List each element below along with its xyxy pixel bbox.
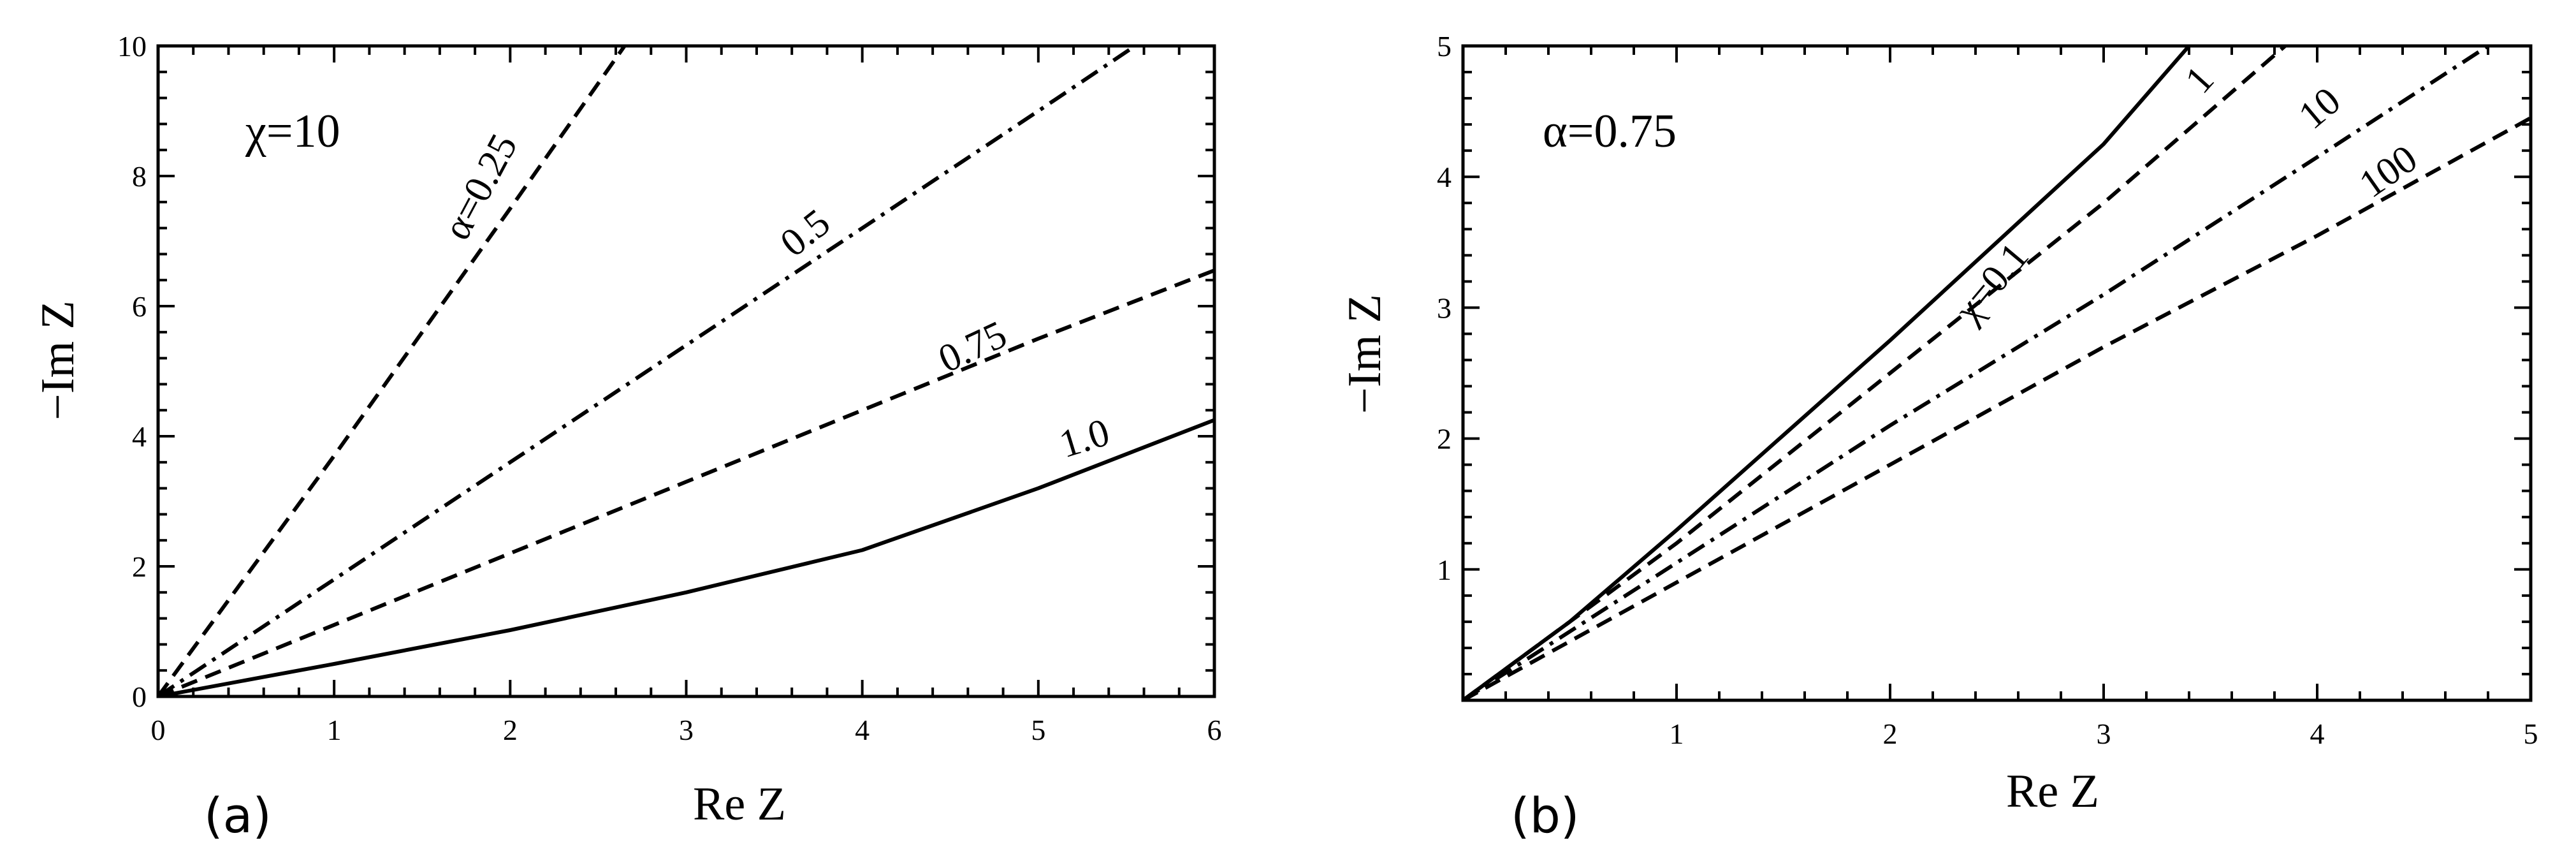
panel-a-series-3-line — [158, 418, 1214, 696]
panel-b-y-tick-label: 1 — [1437, 554, 1452, 586]
panel-a-series-label-0.5: 0.5 — [773, 201, 838, 265]
panel-a-x-tick-label: 3 — [679, 714, 694, 746]
panel-b-x-axis-title: Re Z — [2006, 765, 2099, 818]
panel-b-x-tick-label: 2 — [1883, 718, 1898, 750]
panel-a-x-tick-label: 4 — [855, 714, 870, 746]
panel-b-series-label-100: 100 — [2352, 136, 2425, 206]
panel-b-y-tick-label: 2 — [1437, 423, 1452, 455]
panel-a-x-tick-label: 0 — [151, 714, 166, 746]
panel-b-series-label-10: 10 — [2290, 79, 2348, 138]
panel-b-series-3-line — [1463, 116, 2531, 700]
panel-a-series-label-0.75: 0.75 — [932, 313, 1013, 381]
panel-a-x-tick-label: 6 — [1207, 714, 1222, 746]
panel-b-annotation: α=0.75 — [1543, 105, 1677, 158]
panel-a-y-tick-label: 6 — [132, 290, 147, 323]
panel-a-y-tick-label: 2 — [132, 550, 147, 583]
panel-b-x-tick-label: 5 — [2524, 718, 2538, 750]
panel-a-curves — [158, 46, 1214, 696]
panel-a-x-tick-label: 5 — [1031, 714, 1045, 746]
panel-b-series-1-line — [1463, 46, 2287, 700]
panel-b-tick-labels: 1 2 3 4 5 1 2 3 4 5 — [1437, 30, 2538, 750]
panel-b-series-label-1: 1 — [2177, 58, 2222, 102]
panel-a-series-label-1.0: 1.0 — [1054, 411, 1114, 467]
panel-a-annotation: χ=10 — [245, 105, 340, 158]
panel-b-y-tick-label: 5 — [1437, 30, 1452, 63]
panel-a-series-0-line — [158, 46, 627, 696]
panel-b-y-tick-label: 3 — [1437, 291, 1452, 324]
panel-a-y-tick-label: 8 — [132, 160, 147, 193]
panel-a-x-axis-title: Re Z — [693, 778, 786, 830]
panel-a-tick-labels: 0 1 2 3 4 5 6 0 2 4 6 8 10 — [117, 30, 1222, 746]
panel-a-frame — [156, 44, 1216, 698]
panel-a-x-tick-label: 1 — [327, 714, 342, 746]
panel-a-y-tick-label: 4 — [132, 420, 147, 453]
panel-b-frame — [1461, 44, 2533, 702]
panel-b-x-tick-label: 1 — [1670, 718, 1684, 750]
panel-b-tag: (b) — [1511, 787, 1580, 844]
panel-a-y-tick-label: 0 — [132, 681, 147, 713]
panel-b-x-tick-label: 4 — [2310, 718, 2325, 750]
panel-b-curves — [1463, 46, 2531, 700]
panel-a-series-2-line — [158, 269, 1214, 696]
panel-a-y-axis-title: −Im Z — [32, 300, 84, 420]
panel-a-x-tick-label: 2 — [503, 714, 518, 746]
panel-b-x-tick-label: 3 — [2097, 718, 2111, 750]
panel-a-y-tick-label: 10 — [117, 30, 147, 63]
panel-b-y-axis-title: −Im Z — [1339, 294, 1391, 414]
panel-a-series-label-alpha-0.25: α=0.25 — [435, 127, 526, 246]
panel-b-y-tick-label: 4 — [1437, 161, 1452, 193]
panel-b-series-2-line — [1463, 46, 2489, 700]
panel-a-tag: (a) — [204, 787, 272, 844]
